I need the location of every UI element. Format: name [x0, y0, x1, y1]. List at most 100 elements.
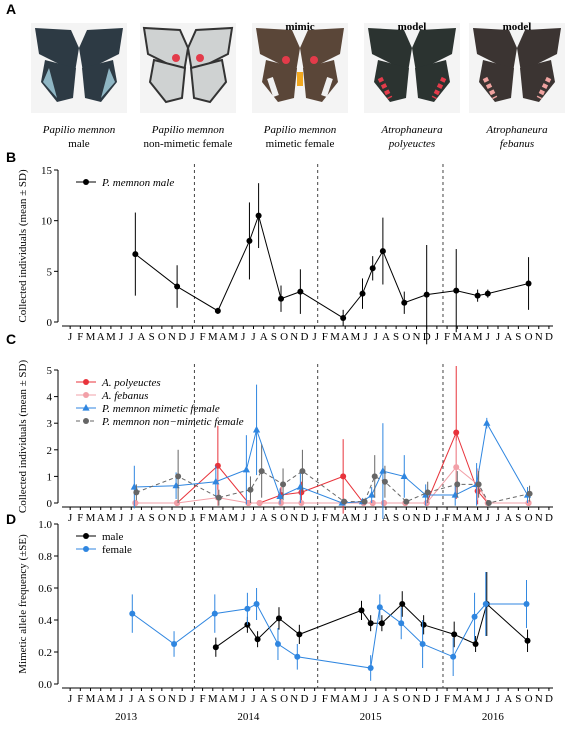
x-tick-label: A: [97, 331, 105, 343]
x-tick-label: M: [208, 693, 218, 705]
x-tick-label: A: [341, 693, 349, 705]
point: [211, 610, 218, 617]
x-tick-label: A: [341, 512, 349, 524]
x-tick-label: J: [363, 331, 368, 343]
point: [254, 636, 261, 643]
x-tick-label: N: [168, 331, 176, 343]
x-tick-label: O: [158, 693, 166, 705]
butterfly-image: [140, 23, 236, 113]
point: [278, 295, 285, 302]
point: [280, 481, 287, 488]
species-name: Atrophaneura: [485, 124, 548, 136]
legend-label: P. memnon mimetic female: [101, 403, 220, 415]
point: [253, 601, 260, 607]
x-tick-label: M: [473, 512, 483, 524]
x-tick-label: O: [280, 693, 288, 705]
series-line: [131, 603, 527, 669]
x-tick-label: J: [251, 331, 256, 343]
x-tick-label: O: [158, 331, 166, 343]
legend-label: P. memnon male: [101, 177, 174, 189]
year-label: 2013: [115, 711, 138, 723]
point: [278, 500, 285, 506]
legend-marker: [83, 533, 89, 539]
x-tick-label: J: [435, 693, 440, 705]
y-tick-label: 0.2: [38, 647, 52, 659]
point: [419, 641, 426, 647]
x-tick-label: M: [452, 512, 462, 524]
point: [453, 429, 460, 436]
point: [371, 473, 378, 480]
x-tick-label: N: [535, 693, 543, 705]
y-tick-label: 0.0: [38, 679, 52, 691]
point: [403, 498, 410, 505]
point: [242, 465, 250, 473]
legend-marker: [83, 392, 89, 398]
x-tick-label: N: [413, 331, 421, 343]
y-tick-label: 0: [47, 498, 53, 510]
panel-label: D: [6, 511, 16, 527]
point: [297, 288, 304, 295]
point: [255, 212, 262, 219]
x-tick-label: J: [312, 331, 317, 343]
point: [485, 500, 492, 506]
x-tick-label: F: [77, 331, 83, 343]
x-tick-label: A: [463, 693, 471, 705]
y-tick-label: 1: [47, 471, 53, 483]
x-tick-label: N: [413, 693, 421, 705]
x-tick-label: A: [382, 693, 390, 705]
role-label: model: [398, 21, 427, 33]
x-tick-label: O: [525, 331, 533, 343]
point: [524, 637, 531, 644]
x-tick-label: N: [535, 512, 543, 524]
x-tick-label: J: [251, 512, 256, 524]
x-tick-label: M: [86, 693, 96, 705]
point: [420, 621, 427, 628]
x-tick-label: M: [208, 331, 218, 343]
point: [424, 489, 431, 496]
series-line: [215, 603, 528, 648]
point: [298, 500, 305, 506]
x-tick-label: F: [77, 693, 83, 705]
x-tick-label: N: [290, 331, 298, 343]
x-tick-label: J: [496, 331, 501, 343]
point: [256, 500, 263, 506]
x-tick-label: J: [496, 693, 501, 705]
x-tick-label: A: [260, 693, 268, 705]
point: [379, 248, 386, 255]
point: [174, 283, 181, 290]
x-tick-label: A: [504, 512, 512, 524]
x-tick-label: F: [77, 512, 83, 524]
y-tick-label: 1.0: [38, 519, 52, 531]
x-tick-label: S: [393, 512, 399, 524]
x-tick-label: F: [200, 693, 206, 705]
x-tick-label: A: [219, 331, 227, 343]
x-tick-label: N: [168, 693, 176, 705]
y-tick-label: 3: [47, 418, 53, 430]
x-tick-label: J: [374, 693, 379, 705]
point: [380, 500, 387, 506]
x-tick-label: D: [423, 512, 431, 524]
point: [381, 478, 388, 485]
legend-marker: [83, 546, 89, 552]
x-tick-label: S: [271, 693, 277, 705]
legend-marker: [83, 379, 89, 385]
point: [275, 615, 282, 622]
point: [174, 500, 181, 506]
x-tick-label: J: [435, 331, 440, 343]
point: [450, 653, 457, 660]
x-tick-label: J: [486, 331, 491, 343]
x-tick-label: M: [330, 331, 340, 343]
x-tick-label: A: [260, 331, 268, 343]
x-tick-label: O: [402, 512, 410, 524]
x-tick-label: S: [149, 693, 155, 705]
x-tick-label: F: [322, 331, 328, 343]
x-tick-label: J: [119, 331, 124, 343]
point: [175, 473, 182, 480]
y-tick-label: 2: [47, 445, 53, 457]
point: [423, 500, 430, 506]
panel-label: B: [6, 149, 16, 165]
x-tick-label: M: [330, 693, 340, 705]
x-tick-label: J: [374, 331, 379, 343]
x-tick-label: J: [68, 693, 73, 705]
point: [340, 473, 347, 480]
